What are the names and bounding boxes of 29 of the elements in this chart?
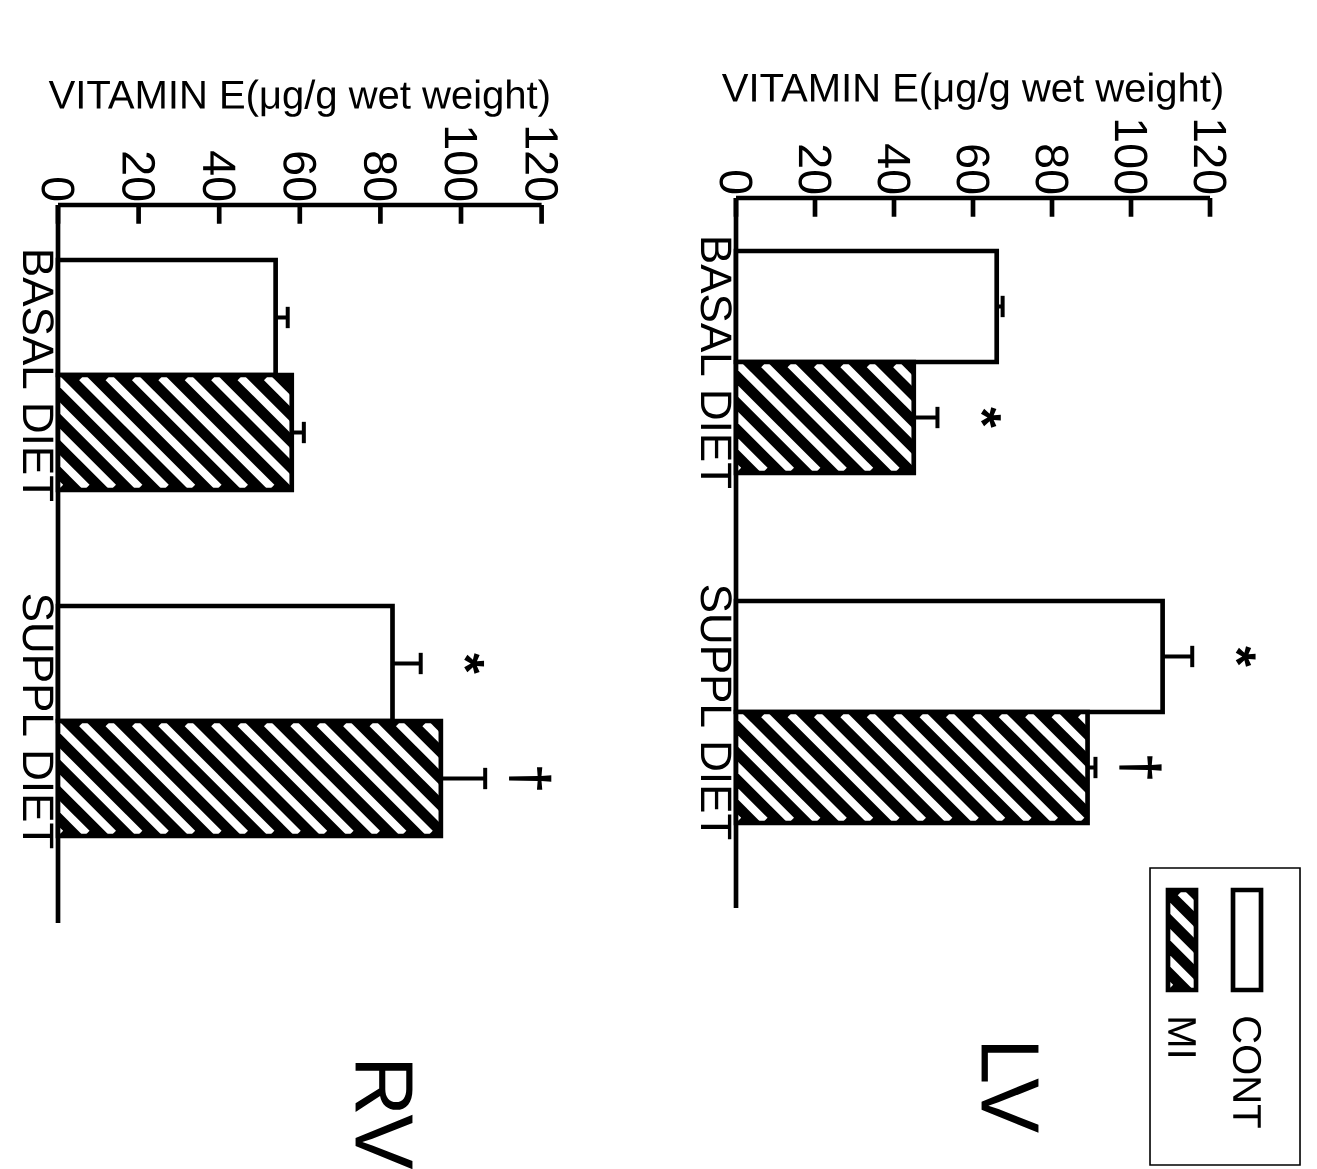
annotation: † (509, 767, 552, 790)
x-tick-label: 20 (122, 152, 156, 201)
annotation: * (1235, 646, 1256, 667)
x-tick-label: 120 (525, 127, 559, 201)
annotation: * (464, 653, 485, 674)
text: RV (355, 1063, 413, 1169)
text: CONT (1232, 1017, 1262, 1128)
x-tick-label: 20 (798, 145, 832, 194)
text: MI (1168, 1018, 1196, 1056)
x-tick-label: 80 (363, 152, 397, 201)
text: LV (981, 1045, 1039, 1133)
y-tick-label: BASAL DIET (22, 251, 54, 502)
x-axis-title: VITAMIN E(μg/g wet weight) (48, 79, 549, 117)
y-tick-label: SUPPL DIET (700, 585, 732, 840)
x-tick-label: 40 (877, 144, 911, 194)
x-tick-label: 0 (719, 170, 753, 194)
x-tick-label: 80 (1035, 145, 1069, 194)
x-tick-label: 100 (444, 127, 478, 201)
annotation: † (1119, 756, 1162, 779)
x-tick-label: 40 (202, 151, 236, 201)
x-tick-label: 100 (1114, 120, 1148, 194)
y-tick-label: BASAL DIET (700, 238, 732, 489)
x-tick-label: 60 (283, 152, 317, 201)
x-tick-label: 120 (1193, 120, 1227, 194)
x-axis-title: VITAMIN E(μg/g wet weight) (721, 72, 1222, 110)
y-tick-label: SUPPL DIET (22, 594, 54, 849)
annotation: * (980, 407, 1001, 428)
x-tick-label: 0 (41, 177, 75, 201)
x-tick-label: 60 (956, 145, 990, 194)
